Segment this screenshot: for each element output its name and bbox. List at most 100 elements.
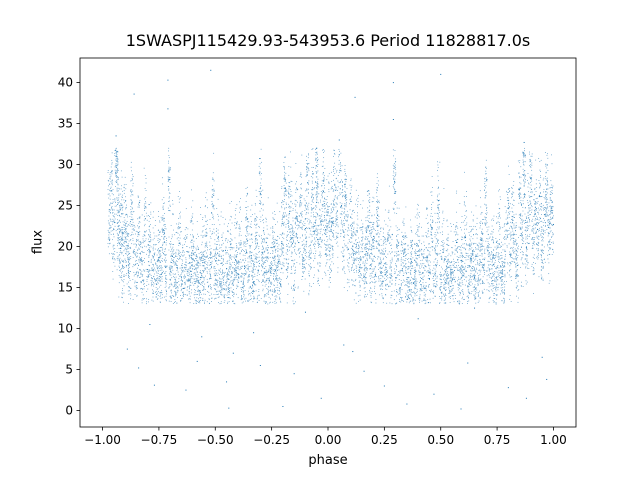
data-point: [310, 230, 312, 232]
data-point: [537, 211, 539, 213]
data-point: [440, 275, 442, 277]
data-point: [465, 218, 467, 220]
data-point: [394, 255, 395, 257]
data-point: [520, 229, 522, 231]
data-point: [165, 259, 167, 261]
data-point: [195, 247, 197, 249]
data-point: [441, 291, 443, 293]
data-point: [506, 194, 508, 195]
data-point: [374, 281, 376, 283]
data-point: [178, 240, 180, 242]
data-point: [271, 282, 273, 284]
data-point: [344, 205, 346, 207]
data-point: [351, 234, 353, 236]
data-point: [295, 235, 297, 237]
data-point: [252, 293, 254, 295]
data-point: [525, 267, 527, 269]
data-point: [379, 285, 380, 287]
data-point: [395, 168, 397, 170]
data-point: [159, 231, 161, 233]
data-point: [492, 231, 494, 233]
data-point: [220, 211, 222, 213]
data-point: [266, 279, 268, 281]
data-point: [300, 195, 302, 197]
data-point: [383, 385, 385, 387]
data-point: [449, 286, 451, 287]
data-point: [376, 223, 378, 225]
data-point: [290, 210, 292, 212]
data-point: [354, 285, 356, 287]
data-point: [369, 243, 371, 245]
data-point: [457, 246, 459, 247]
data-point: [509, 270, 511, 272]
data-point: [538, 242, 540, 244]
data-point: [308, 202, 310, 204]
data-point: [496, 266, 498, 268]
data-point: [232, 281, 234, 282]
data-point: [245, 243, 247, 245]
data-point: [250, 252, 252, 254]
data-point: [396, 247, 398, 249]
data-point: [299, 263, 301, 265]
data-point: [441, 299, 443, 301]
data-point: [530, 191, 531, 193]
data-point: [515, 277, 517, 279]
data-point: [443, 302, 445, 304]
data-point: [501, 257, 503, 259]
data-point: [227, 291, 229, 293]
data-point: [315, 253, 316, 254]
data-point: [275, 251, 276, 253]
data-point: [109, 242, 111, 244]
data-point: [129, 293, 131, 294]
data-point: [160, 276, 162, 278]
data-point: [370, 253, 371, 254]
data-point: [462, 291, 464, 292]
data-point: [126, 273, 127, 275]
data-point: [306, 240, 308, 242]
data-point: [165, 295, 167, 297]
data-point: [469, 258, 471, 260]
data-point: [135, 264, 136, 266]
data-point: [412, 262, 413, 263]
data-point: [312, 174, 314, 175]
data-point: [369, 197, 371, 198]
data-point: [516, 269, 518, 270]
data-point: [546, 204, 548, 206]
data-point: [495, 238, 497, 239]
data-point: [202, 297, 204, 299]
data-point: [450, 286, 452, 288]
data-point: [528, 217, 530, 219]
data-point: [543, 214, 545, 216]
data-point: [283, 221, 285, 223]
data-point: [247, 239, 249, 241]
data-point: [142, 260, 144, 262]
data-point: [218, 269, 220, 271]
data-point: [341, 213, 342, 215]
data-point: [535, 159, 537, 161]
data-point: [200, 234, 202, 236]
data-point: [509, 206, 511, 208]
data-point: [355, 250, 357, 252]
data-point: [380, 268, 382, 270]
data-point: [426, 208, 427, 210]
data-point: [163, 237, 165, 239]
data-point: [523, 196, 525, 198]
data-point: [279, 237, 280, 239]
data-point: [443, 278, 444, 280]
data-point: [396, 255, 398, 257]
data-point: [203, 254, 205, 256]
data-point: [303, 266, 305, 268]
data-point: [333, 203, 334, 205]
data-point: [435, 286, 437, 288]
data-point: [265, 221, 267, 223]
data-point: [270, 270, 272, 272]
data-point: [340, 233, 342, 235]
data-point: [545, 178, 547, 180]
data-point: [542, 240, 544, 242]
data-point: [283, 213, 284, 215]
data-point: [126, 239, 128, 240]
data-point: [378, 249, 380, 251]
data-point: [326, 254, 328, 256]
data-point: [393, 208, 395, 210]
